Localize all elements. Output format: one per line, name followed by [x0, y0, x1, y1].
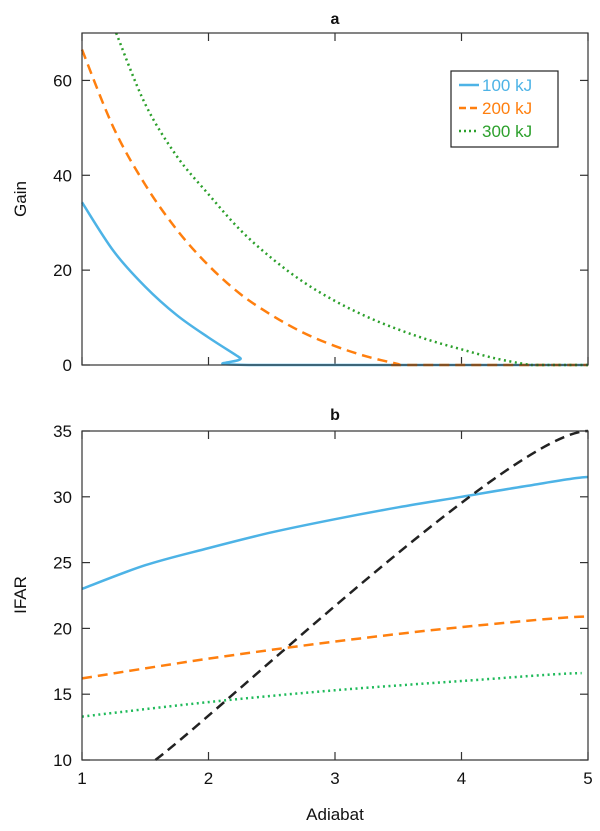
y-tick-label: 20 [53, 619, 72, 638]
panel-b-series-0-line [81, 475, 589, 591]
panel-b-xlabel: Adiabat [306, 805, 364, 824]
y-tick-label: 15 [53, 685, 72, 704]
x-tick-label: 5 [583, 769, 592, 788]
x-tick-label: 3 [330, 769, 339, 788]
legend-box [450, 70, 559, 148]
panel-a-series-1-line [80, 49, 588, 367]
y-tick-label: 20 [53, 261, 72, 280]
y-tick-label: 40 [53, 166, 72, 185]
panel-b-frame [81, 430, 589, 761]
panel-b-series-1-line [81, 615, 589, 680]
y-tick-label: 25 [53, 554, 72, 573]
legend: 100 kJ 200 kJ 300 kJ [450, 70, 559, 148]
panel-a-ylabel: Gain [11, 181, 30, 217]
legend-label-300kj: 300 kJ [482, 122, 532, 141]
panel-b: b IFAR Adiabat 1 2 3 4 5 10 15 20 25 30 35 [11, 407, 593, 824]
panel-a-series-2-line [114, 32, 588, 367]
panel-b-title: b [330, 407, 340, 424]
x-tick-label: 2 [204, 769, 213, 788]
y-tick-label: 30 [53, 488, 72, 507]
panel-b-ylabel: IFAR [11, 576, 30, 614]
panel-b-series-2-line [81, 671, 582, 718]
y-tick-label: 60 [53, 71, 72, 90]
panel-a-series-0-line [80, 201, 588, 367]
y-tick-label: 0 [63, 356, 72, 375]
x-tick-label: 1 [77, 769, 86, 788]
x-tick-label: 4 [457, 769, 466, 788]
y-tick-label: 35 [53, 422, 72, 441]
legend-label-100kj: 100 kJ [482, 76, 532, 95]
panel-b-series-3-line [154, 429, 589, 761]
panel-a-title: a [331, 11, 340, 28]
legend-label-200kj: 200 kJ [482, 99, 532, 118]
y-tick-label: 10 [53, 751, 72, 770]
panel-a: a Gain 0 20 40 60 100 kJ 200 kJ 300 kJ [11, 11, 589, 375]
panel-a-frame [81, 32, 589, 366]
